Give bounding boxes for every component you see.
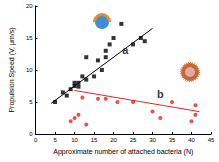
svg-text:25: 25 xyxy=(130,137,137,143)
svg-text:35: 35 xyxy=(169,137,176,143)
svg-text:20: 20 xyxy=(110,137,117,143)
svg-text:b: b xyxy=(157,88,164,100)
svg-text:30: 30 xyxy=(149,137,156,143)
svg-text:20: 20 xyxy=(26,3,33,9)
svg-text:0: 0 xyxy=(34,137,38,143)
svg-text:15: 15 xyxy=(26,35,33,41)
svg-text:40: 40 xyxy=(188,137,195,143)
svg-text:5: 5 xyxy=(29,99,33,105)
svg-text:Approximate number of attached: Approximate number of attached bacteria … xyxy=(53,148,193,156)
svg-text:10: 10 xyxy=(26,67,33,73)
svg-text:Propulsion Speed (V, μm/s): Propulsion Speed (V, μm/s) xyxy=(8,27,16,112)
svg-text:5: 5 xyxy=(53,137,57,143)
svg-text:10: 10 xyxy=(71,137,78,143)
svg-text:a: a xyxy=(122,43,129,56)
svg-text:15: 15 xyxy=(91,137,98,143)
svg-text:45: 45 xyxy=(208,137,215,143)
svg-text:0: 0 xyxy=(29,131,33,137)
